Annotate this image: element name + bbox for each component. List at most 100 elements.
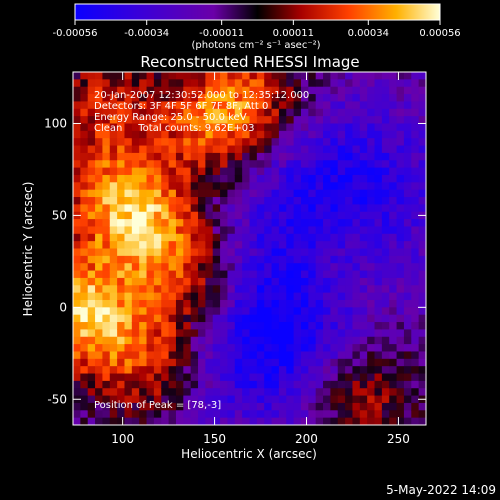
heatmap-cell [367, 72, 376, 80]
heatmap-cell [337, 292, 346, 301]
heatmap-cell [337, 263, 346, 272]
heatmap-cell [403, 380, 412, 389]
heatmap-cell [381, 336, 390, 345]
heatmap-cell [286, 417, 295, 425]
heatmap-cell [87, 380, 96, 389]
heatmap-cell [271, 285, 280, 294]
heatmap-cell [131, 314, 140, 323]
heatmap-cell [367, 211, 376, 220]
heatmap-cell [183, 307, 192, 316]
heatmap-cell [396, 255, 405, 264]
heatmap-cell [242, 130, 251, 139]
heatmap-cell [256, 285, 265, 294]
heatmap-cell [286, 86, 295, 95]
heatmap-cell [234, 263, 243, 272]
heatmap-cell [330, 123, 339, 132]
heatmap-cell [323, 277, 331, 286]
heatmap-cell [95, 86, 104, 95]
heatmap-cell [234, 277, 243, 286]
heatmap-cell [308, 72, 317, 80]
heatmap-cell [109, 329, 118, 338]
heatmap-cell [161, 101, 170, 110]
heatmap-cell [308, 388, 317, 397]
heatmap-cell [139, 366, 148, 375]
heatmap-cell [293, 79, 302, 88]
heatmap-cell [117, 277, 126, 286]
heatmap-cell [300, 336, 309, 345]
heatmap-cell [102, 211, 111, 220]
heatmap-cell [403, 94, 412, 103]
heatmap-cell [411, 417, 420, 425]
heatmap-cell [286, 263, 295, 272]
heatmap-cell [102, 204, 111, 213]
heatmap-cell [131, 138, 140, 147]
heatmap-cell [198, 189, 206, 198]
heatmap-cell [234, 285, 243, 294]
heatmap-cell [153, 86, 162, 95]
heatmap-cell [109, 241, 118, 250]
heatmap-cell [381, 299, 390, 308]
heatmap-cell [308, 248, 317, 257]
colorbar [74, 3, 441, 21]
heatmap-cell [367, 130, 376, 139]
heatmap-cell [300, 380, 309, 389]
heatmap-cell [205, 79, 214, 88]
heatmap-cell [367, 101, 376, 110]
heatmap-cell [323, 380, 331, 389]
heatmap-cell [161, 241, 170, 250]
heatmap-cell [286, 94, 295, 103]
heatmap-cell [330, 219, 339, 228]
heatmap-cell [131, 145, 140, 154]
heatmap-cell [161, 174, 170, 183]
heatmap-cell [80, 197, 89, 205]
heatmap-cell [300, 344, 309, 353]
heatmap-cell [80, 380, 89, 389]
heatmap-cell [175, 167, 184, 176]
heatmap-cell [212, 417, 221, 425]
heatmap-cell [95, 255, 104, 264]
heatmap-cell [190, 248, 199, 257]
heatmap-cell [183, 277, 192, 286]
heatmap-cell [168, 86, 177, 95]
heatmap-cell [300, 211, 309, 220]
heatmap-cell [293, 94, 302, 103]
heatmap-cell [220, 101, 229, 110]
heatmap-cell [418, 219, 426, 228]
heatmap-cell [168, 145, 177, 154]
heatmap-cell [293, 211, 302, 220]
heatmap-cell [308, 380, 317, 389]
heatmap-cell [205, 233, 214, 242]
heatmap-cell [146, 351, 155, 360]
heatmap-cell [330, 72, 339, 80]
heatmap-cell [87, 270, 96, 279]
heatmap-cell [102, 299, 111, 308]
heatmap-cell [300, 366, 309, 375]
heatmap-cell [220, 211, 229, 220]
heatmap-cell [73, 417, 81, 425]
heatmap-cell [293, 388, 302, 397]
heatmap-cell [271, 388, 280, 397]
heatmap-cell [249, 94, 258, 103]
heatmap-cell [234, 307, 243, 316]
heatmap-cell [367, 292, 376, 301]
heatmap-cell [359, 373, 368, 382]
heatmap-cell [190, 226, 199, 235]
heatmap-cell [80, 351, 89, 360]
heatmap-cell [124, 152, 133, 161]
heatmap-cell [124, 388, 133, 397]
heatmap-cell [308, 395, 317, 404]
heatmap-cell [161, 79, 170, 88]
heatmap-cell [323, 152, 331, 161]
heatmap-cell [124, 380, 133, 389]
heatmap-cell [308, 174, 317, 183]
heatmap-cell [80, 123, 89, 132]
heatmap-cell [271, 263, 280, 272]
heatmap-cell [109, 248, 118, 257]
heatmap-cell [73, 152, 81, 161]
heatmap-cell [198, 263, 206, 272]
heatmap-cell [315, 167, 324, 176]
heatmap-cell [139, 182, 148, 191]
heatmap-cell [396, 344, 405, 353]
heatmap-cell [418, 79, 426, 88]
heatmap-cell [293, 248, 302, 257]
